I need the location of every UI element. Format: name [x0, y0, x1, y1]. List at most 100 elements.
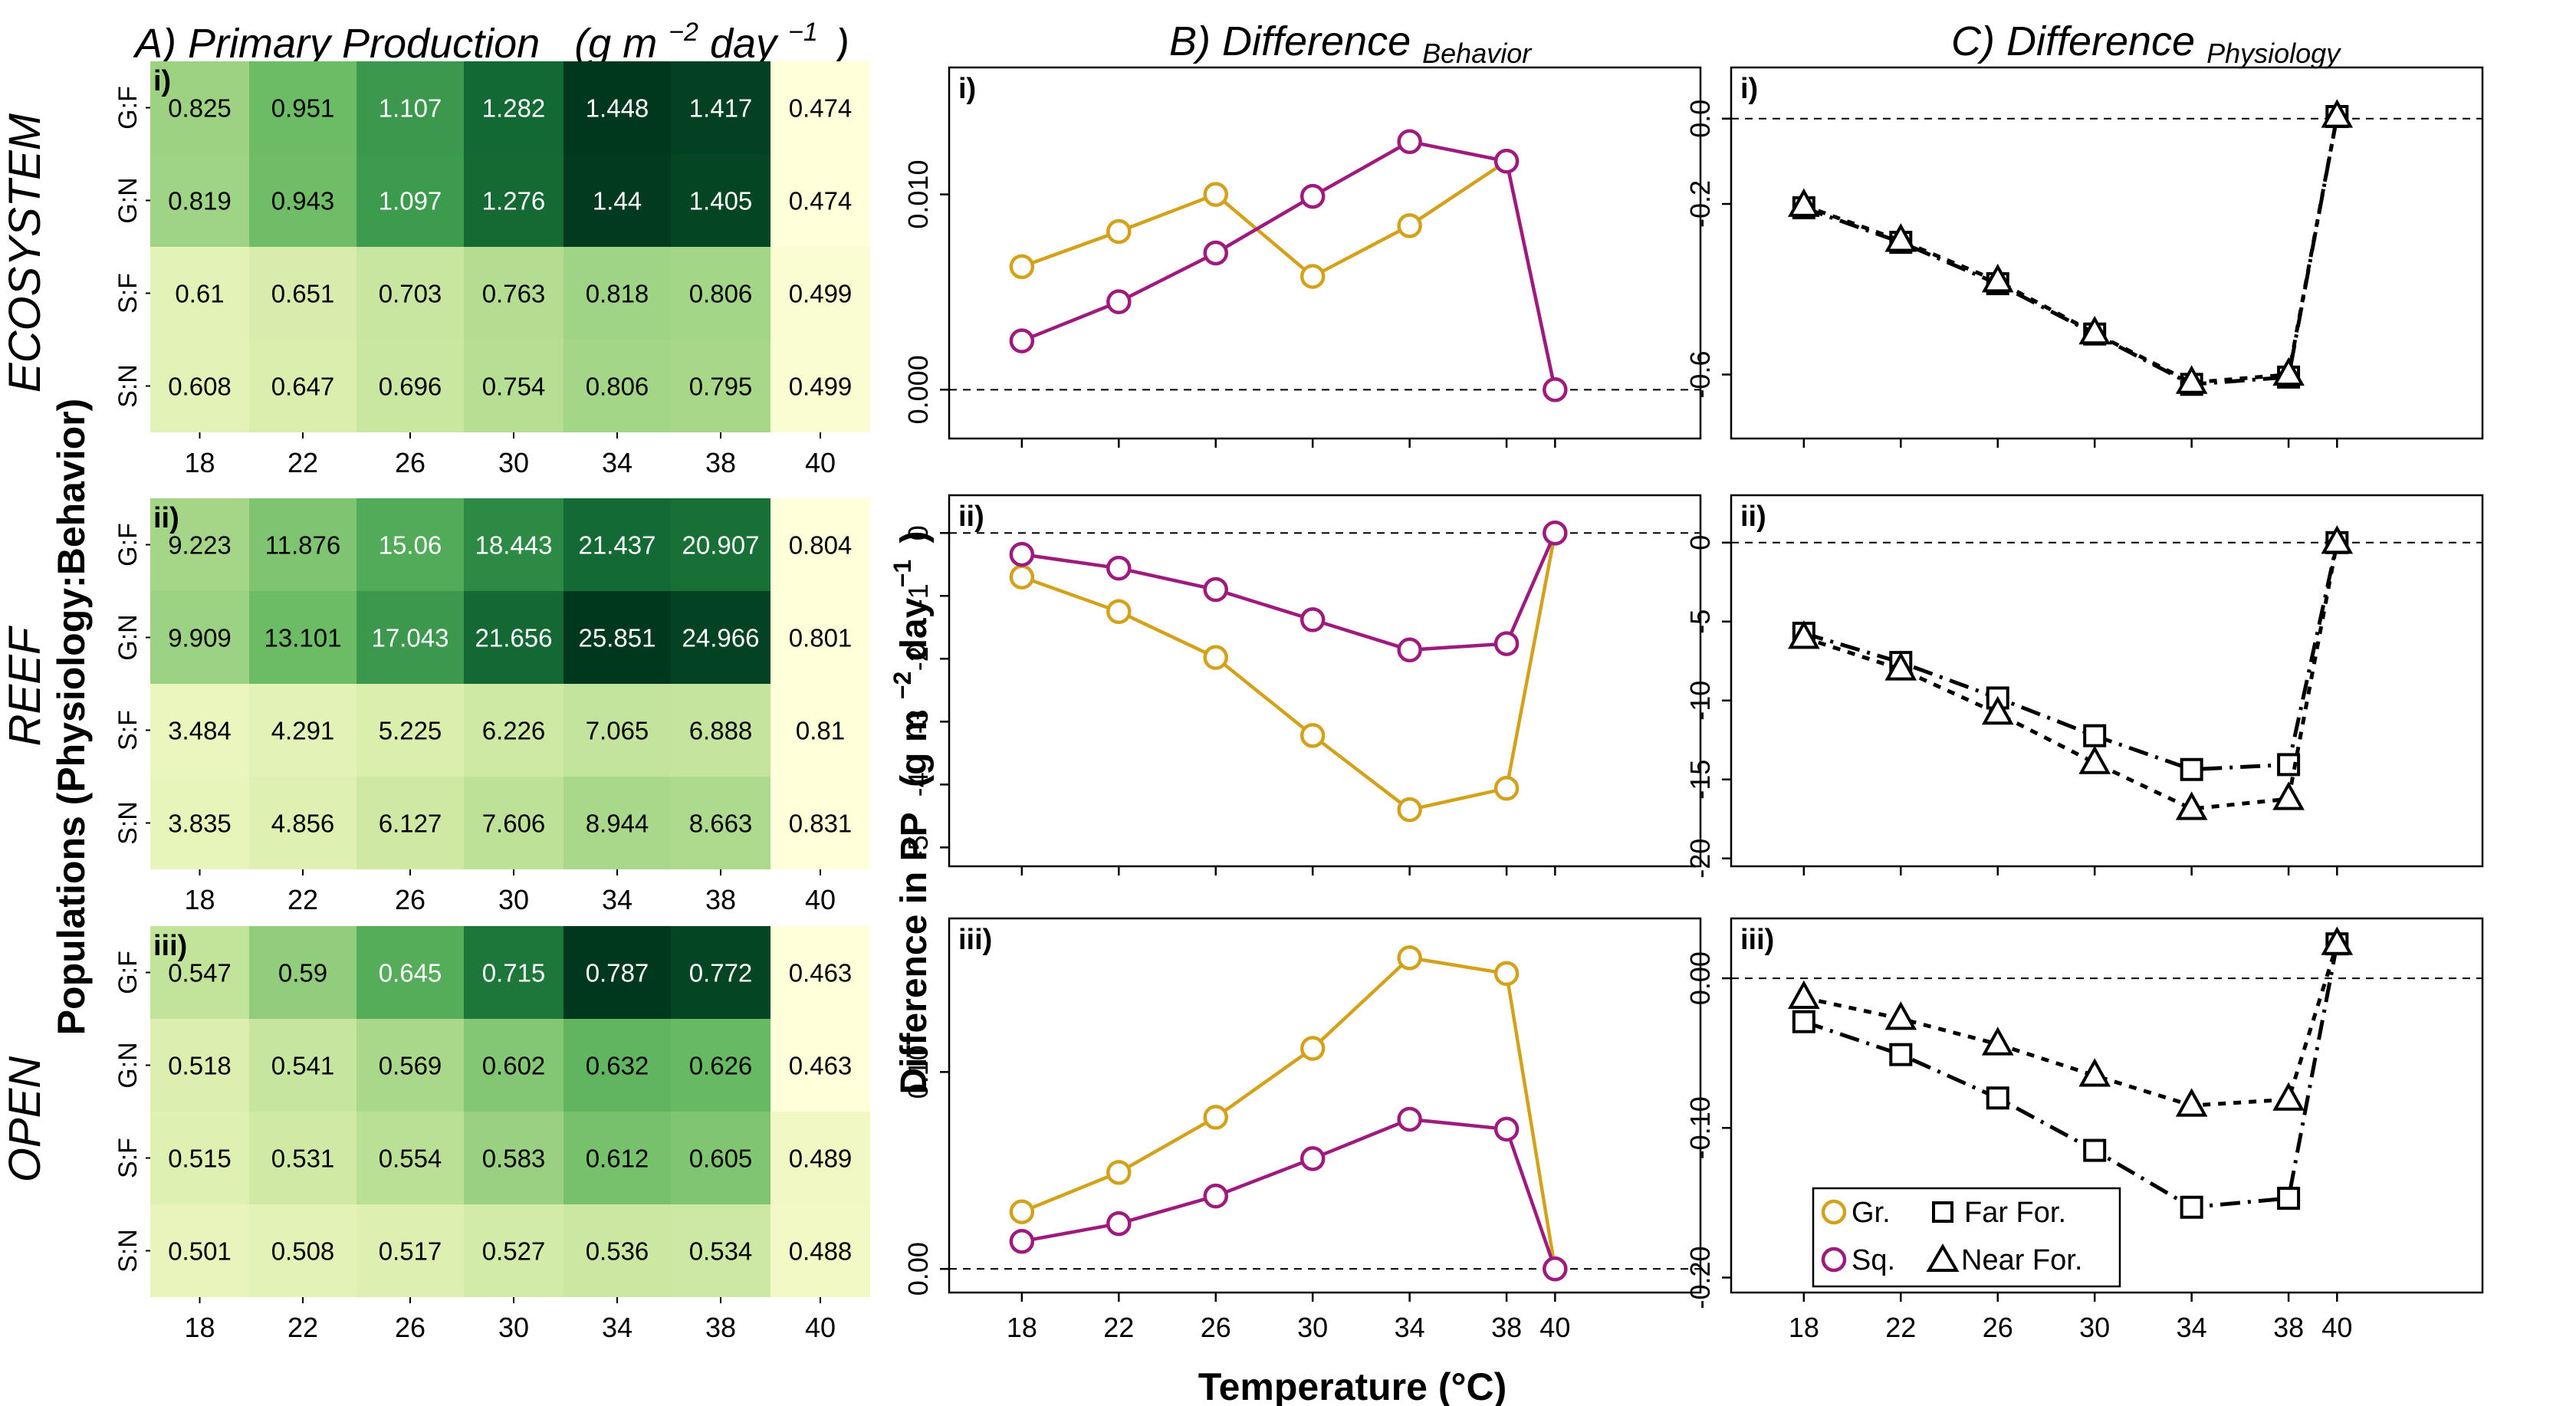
heatmap-col-label: 22: [288, 1312, 318, 1343]
legend-marker-squirrel: [1821, 1247, 1847, 1273]
heatmap-cell: [770, 1019, 870, 1112]
heatmap-cell-label: 4.291: [271, 717, 335, 745]
x-tick-label: 26: [1983, 1312, 2013, 1343]
heatmap-cell: [671, 340, 770, 432]
heatmap-cell: [770, 926, 870, 1019]
header-c-main: C) Difference: [1951, 18, 2195, 64]
heatmap-cell: [564, 777, 671, 869]
heatmap-cell-label: 0.951: [271, 94, 335, 123]
heatmap-cell-label: 0.806: [586, 373, 649, 401]
header-a-units-close: ): [831, 21, 849, 67]
heatmap-cell-label: 8.944: [586, 810, 649, 838]
heatmap-cell-label: 0.806: [689, 280, 753, 308]
data-point-circle: [1543, 377, 1568, 402]
data-point-triangle: [2175, 365, 2208, 394]
heatmap-cell: [150, 1204, 249, 1297]
legend-marker-near-forager: [1926, 1243, 1960, 1272]
heatmap-col-label: 40: [805, 1312, 836, 1343]
header-a-units-exp2: −1: [788, 18, 818, 47]
header-a: A) Primary Production (g m −2 day −1 ): [133, 4, 849, 67]
plot-panel-label: ii): [958, 501, 984, 533]
heatmap-cell: [249, 1204, 356, 1297]
plot-frame: [948, 917, 1702, 1294]
heatmap-col-label: 30: [498, 884, 529, 915]
y-tick-label: 0: [1684, 535, 1716, 550]
data-point-triangle: [1884, 1001, 1917, 1030]
heatmap-cell: [671, 498, 770, 591]
data-point-circle: [1397, 945, 1422, 971]
heatmap-cell: [356, 247, 464, 340]
x-tick-label: 22: [1103, 1312, 1134, 1343]
y-tick-label: 0: [902, 525, 934, 540]
data-point-circle: [1009, 1228, 1035, 1254]
y-tick-label: 0.010: [902, 160, 934, 229]
header-c: C) Difference Physiology: [1951, 18, 2341, 69]
heatmap-cell: [249, 777, 356, 869]
heatmap-col-label: 34: [602, 447, 632, 478]
heatmap-cell: [356, 926, 464, 1019]
heatmap-row-label: G:F: [113, 523, 143, 567]
heatmap-col-label: 18: [184, 447, 215, 478]
heatmap-cell-label: 3.835: [168, 810, 232, 838]
heatmap-cell-label: 0.632: [586, 1052, 649, 1080]
data-point-triangle: [2321, 525, 2354, 554]
heatmap-cell-label: 0.645: [379, 959, 442, 987]
legend-marker-far-forager: [1932, 1201, 1953, 1223]
heatmap-cell: [770, 591, 870, 684]
heatmap-cell: [770, 154, 870, 247]
heatmap-cell: [464, 1019, 564, 1112]
data-point-circle: [1009, 564, 1035, 590]
data-point-triangle: [2078, 1058, 2111, 1087]
heatmap-cell: [464, 926, 564, 1019]
heatmap-row-label: S:N: [113, 801, 143, 845]
shared-ylabel-exp: −2: [889, 672, 916, 699]
heatmap-A-i: 0.825 0.951 1.107 1.282 1.448 1.417 0.474 0.819…: [113, 61, 870, 478]
heatmap-cell: [150, 1112, 249, 1204]
heatmap-cell: [564, 247, 671, 340]
heatmap-cell-label: 0.518: [168, 1052, 232, 1080]
heatmap-col-label: 22: [288, 447, 318, 478]
heatmap-cell-label: 1.44: [593, 187, 642, 215]
line-panel-C-ii: ii) 0 -5 -10 -15 -20: [1684, 494, 2484, 879]
heatmap-col-label: 30: [498, 1312, 529, 1343]
shared-ylabel-units: (g m: [894, 710, 935, 787]
legend-label-near-forager: Near For.: [1961, 1244, 2082, 1276]
heatmap-cell-label: 9.223: [168, 531, 232, 560]
heatmap-cell: [356, 61, 464, 154]
series-line-sq: [1021, 1117, 1557, 1270]
heatmap-cell: [150, 926, 249, 1019]
heatmap-cell: [356, 1204, 464, 1297]
heatmap-cell: [356, 1112, 464, 1204]
data-point-circle: [1203, 240, 1228, 266]
heatmap-cell: [150, 247, 249, 340]
heatmap-cell-label: 0.61: [175, 280, 224, 308]
data-point-circle: [1300, 723, 1326, 748]
data-point-triangle: [2272, 781, 2305, 810]
heatmap-cell: [150, 1019, 249, 1112]
heatmap-cell-label: 13.101: [264, 624, 342, 652]
data-point-circle: [1493, 631, 1520, 656]
data-point-circle: [1493, 149, 1520, 174]
y-tick-label: -0.2: [1684, 180, 1716, 228]
heatmap-row-label: G:N: [113, 1042, 143, 1088]
legend-label-far-forager: Far For.: [1964, 1197, 2066, 1229]
y-tick-label: -5: [1684, 609, 1716, 634]
heatmap-cell: [150, 591, 249, 684]
data-point-circle: [1106, 218, 1132, 245]
shared-ylabel-close: ): [894, 531, 935, 544]
data-point-triangle: [1788, 188, 1820, 217]
heatmap-cell-label: 0.489: [789, 1145, 853, 1173]
heatmap-cell: [150, 61, 249, 154]
heatmap-cell-label: 0.499: [789, 373, 853, 401]
y-tick-label: -2: [902, 646, 934, 671]
line-panels: i)0.0000.010ii)0-1-2-3-4-5iii)0.000.1018…: [902, 66, 2484, 1343]
heatmap-cell-label: 0.943: [271, 187, 335, 215]
data-point-triangle: [1788, 620, 1820, 649]
heatmap-cell: [464, 247, 564, 340]
heatmap-cell-label: 0.463: [789, 959, 853, 987]
heatmap-cell-label: 0.696: [379, 373, 442, 401]
heatmap-cell: [671, 926, 770, 1019]
data-point-triangle: [2175, 791, 2208, 820]
heatmap-cell-label: 6.888: [689, 717, 753, 745]
